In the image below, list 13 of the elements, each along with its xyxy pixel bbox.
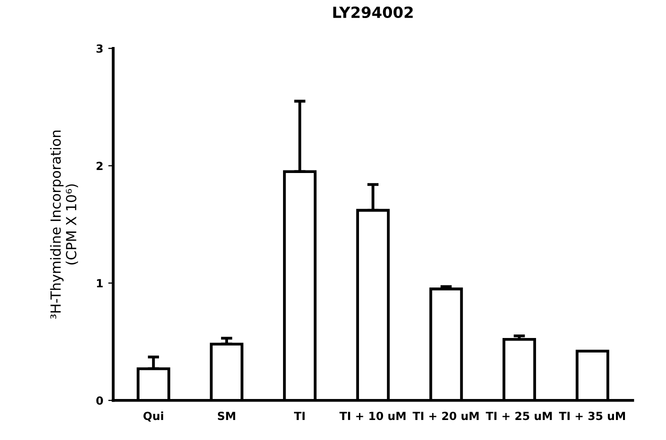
x-tick-label: TI [294,412,305,420]
x-tick-label: Qui [143,412,164,422]
x-tick-label: TI + 35 uM [558,412,625,420]
y-tick-label: 0 [96,396,103,405]
y-tick-label: 2 [96,162,103,170]
y-tick-label: 3 [96,44,103,53]
y-tick-label: 1 [97,279,103,288]
x-tick-label: SM [218,412,236,420]
x-tick-label: TI + 25 uM [486,412,552,420]
chart-title: LY294002 [333,6,413,18]
y-axis-title: ³H-Thymidine Incorporation (CPM X 10⁶) [50,130,78,319]
x-tick-label: TI + 10 uM [339,412,406,420]
x-tick-label: TI + 20 uM [412,412,479,420]
